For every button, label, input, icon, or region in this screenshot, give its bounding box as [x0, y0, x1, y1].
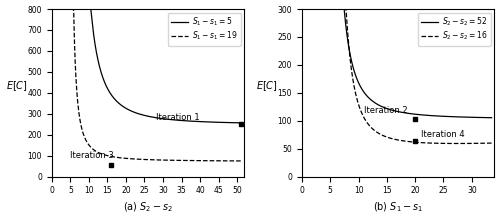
Y-axis label: $E[C]$: $E[C]$: [6, 79, 28, 93]
Legend: $S_1 - s_1 = 5$, $S_1 - s_1 = 19$: $S_1 - s_1 = 5$, $S_1 - s_1 = 19$: [168, 13, 240, 46]
Text: Iteration 4: Iteration 4: [421, 130, 465, 139]
Text: Iteration 3: Iteration 3: [70, 151, 114, 160]
Text: Iteration 2: Iteration 2: [364, 106, 408, 116]
X-axis label: (b) $S_1 - s_1$: (b) $S_1 - s_1$: [373, 201, 424, 214]
Y-axis label: $E[C]$: $E[C]$: [256, 79, 278, 93]
X-axis label: (a) $S_2 - s_2$: (a) $S_2 - s_2$: [123, 201, 173, 214]
Legend: $S_2 - s_2 = 52$, $S_2 - s_2 = 16$: $S_2 - s_2 = 52$, $S_2 - s_2 = 16$: [418, 13, 490, 46]
Text: Iteration 1: Iteration 1: [156, 113, 199, 122]
